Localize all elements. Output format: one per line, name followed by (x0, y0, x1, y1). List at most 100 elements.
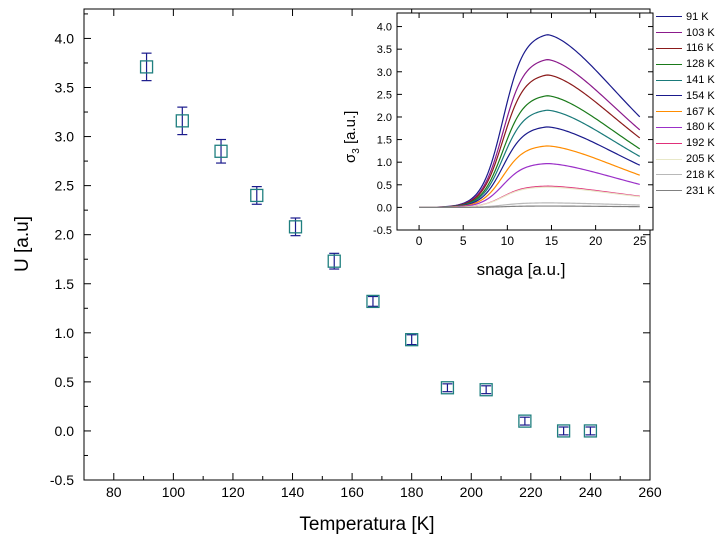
main-x-axis-label: Temperatura [K] (299, 514, 434, 535)
legend-item: 103 K (656, 25, 724, 41)
inset-y-label-main: σ (342, 153, 359, 163)
inset-y-tick-label: 3.0 (377, 67, 392, 79)
square-marker (583, 424, 598, 438)
data-point (556, 424, 571, 438)
square-marker (405, 333, 419, 347)
inset-x-axis-label: snaga [a.u.] (477, 260, 566, 279)
legend-item: 167 K (656, 104, 724, 120)
main-y-tick-label: 3.0 (55, 129, 75, 145)
legend-swatch (656, 142, 682, 144)
legend-item: 180 K (656, 120, 724, 136)
inset-axes: 0 5 10 15 20 25 -0.5 0.0 0.5 1.0 1.5 2.0 2.5 3.0 3.5 4.… (373, 13, 653, 248)
legend-label: 103 K (686, 26, 715, 39)
legend-label: 180 K (686, 121, 715, 134)
data-point (405, 333, 419, 347)
inset-y-tick-label: 4.0 (377, 22, 392, 34)
legend-label: 128 K (686, 58, 715, 71)
inset-x-tick-label: 25 (633, 234, 647, 248)
square-marker (518, 414, 532, 428)
square-marker (288, 220, 303, 234)
legend-item: 192 K (656, 135, 724, 151)
legend-label: 218 K (686, 168, 715, 181)
square-marker (440, 381, 455, 395)
main-x-tick-label: 200 (460, 484, 484, 500)
main-y-tick-label: 3.5 (55, 80, 75, 96)
main-y-axis-label: U [a.u] (12, 216, 33, 272)
main-x-tick-label: 120 (221, 484, 245, 500)
inset-x-tick-label: 5 (460, 234, 467, 248)
inset-y-tick-label: 0.0 (377, 202, 392, 214)
inset-y-tick-label: 2.5 (377, 89, 392, 101)
square-marker (327, 254, 341, 268)
main-y-tick-label: 2.5 (55, 178, 75, 194)
inset-y-tick-label: 1.5 (377, 135, 392, 147)
legend-item: 218 K (656, 167, 724, 183)
legend-swatch (656, 95, 682, 97)
legend-item: 91 K (656, 9, 724, 25)
main-x-tick-label: 100 (162, 484, 186, 500)
legend-swatch (656, 174, 682, 176)
legend-swatch (656, 111, 682, 113)
main-y-tick-label: -0.5 (50, 472, 74, 488)
legend-item: 116 K (656, 41, 724, 57)
main-x-tick-label: 160 (340, 484, 364, 500)
inset-y-tick-label: 3.5 (377, 44, 392, 56)
legend-swatch (656, 79, 682, 81)
main-x-tick-label: 240 (579, 484, 603, 500)
data-point (479, 383, 493, 397)
inset-x-tick-label: 15 (545, 234, 559, 248)
main-y-tick-label: 4.0 (55, 30, 75, 46)
data-point (518, 414, 532, 428)
data-point (327, 252, 341, 270)
inset-background (397, 13, 653, 230)
square-marker (366, 294, 380, 309)
data-point (583, 424, 598, 438)
data-point (175, 106, 189, 136)
main-x-tick-label: 180 (400, 484, 424, 500)
legend-swatch (656, 190, 682, 192)
main-y-tick-label: 1.0 (55, 325, 75, 341)
inset-y-tick-label: 0.5 (377, 180, 392, 192)
legend-label: 192 K (686, 137, 715, 150)
square-marker (479, 383, 493, 397)
data-point (250, 186, 264, 205)
inset-y-label-sub: 3 (351, 148, 362, 154)
data-point (214, 138, 228, 164)
main-plot-frame (83, 8, 651, 481)
legend-swatch (656, 63, 682, 65)
legend-label: 205 K (686, 153, 715, 166)
main-x-tick-label: 220 (519, 484, 543, 500)
inset-x-tick-label: 10 (501, 234, 515, 248)
legend-item: 141 K (656, 72, 724, 88)
inset-x-tick-label: 20 (589, 234, 603, 248)
inset-marks (419, 34, 641, 208)
legend-item: 128 K (656, 56, 724, 72)
inset-y-tick-label: 2.0 (377, 112, 392, 124)
inset-y-axis-label: σ3 [a.u.] (342, 111, 362, 163)
main-y-tick-label: 0.0 (55, 423, 75, 439)
legend-swatch (656, 126, 682, 128)
main-y-tick-label: 1.5 (55, 276, 75, 292)
inset-plot-frame (396, 12, 654, 231)
data-point (366, 294, 380, 309)
main-x-tick-label: 260 (638, 484, 662, 500)
legend-label: 91 K (686, 10, 709, 23)
legend-swatch (656, 47, 682, 49)
legend-swatch (656, 158, 682, 160)
legend-label: 154 K (686, 89, 715, 102)
square-marker (250, 188, 264, 203)
square-marker (175, 114, 189, 128)
main-y-tick-label: 2.0 (55, 227, 75, 243)
inset-y-tick-label: 1.0 (377, 157, 392, 169)
square-marker (214, 144, 228, 158)
legend-label: 141 K (686, 74, 715, 87)
inset-y-label-unit: [a.u.] (342, 111, 359, 149)
main-x-tick-label: 80 (106, 484, 122, 500)
main-x-tick-label: 140 (281, 484, 305, 500)
legend-swatch (656, 32, 682, 34)
data-point (440, 381, 455, 395)
inset-series-line (419, 205, 640, 208)
legend-swatch (656, 16, 682, 18)
inset-x-tick-label: 0 (416, 234, 423, 248)
legend-label: 167 K (686, 105, 715, 118)
